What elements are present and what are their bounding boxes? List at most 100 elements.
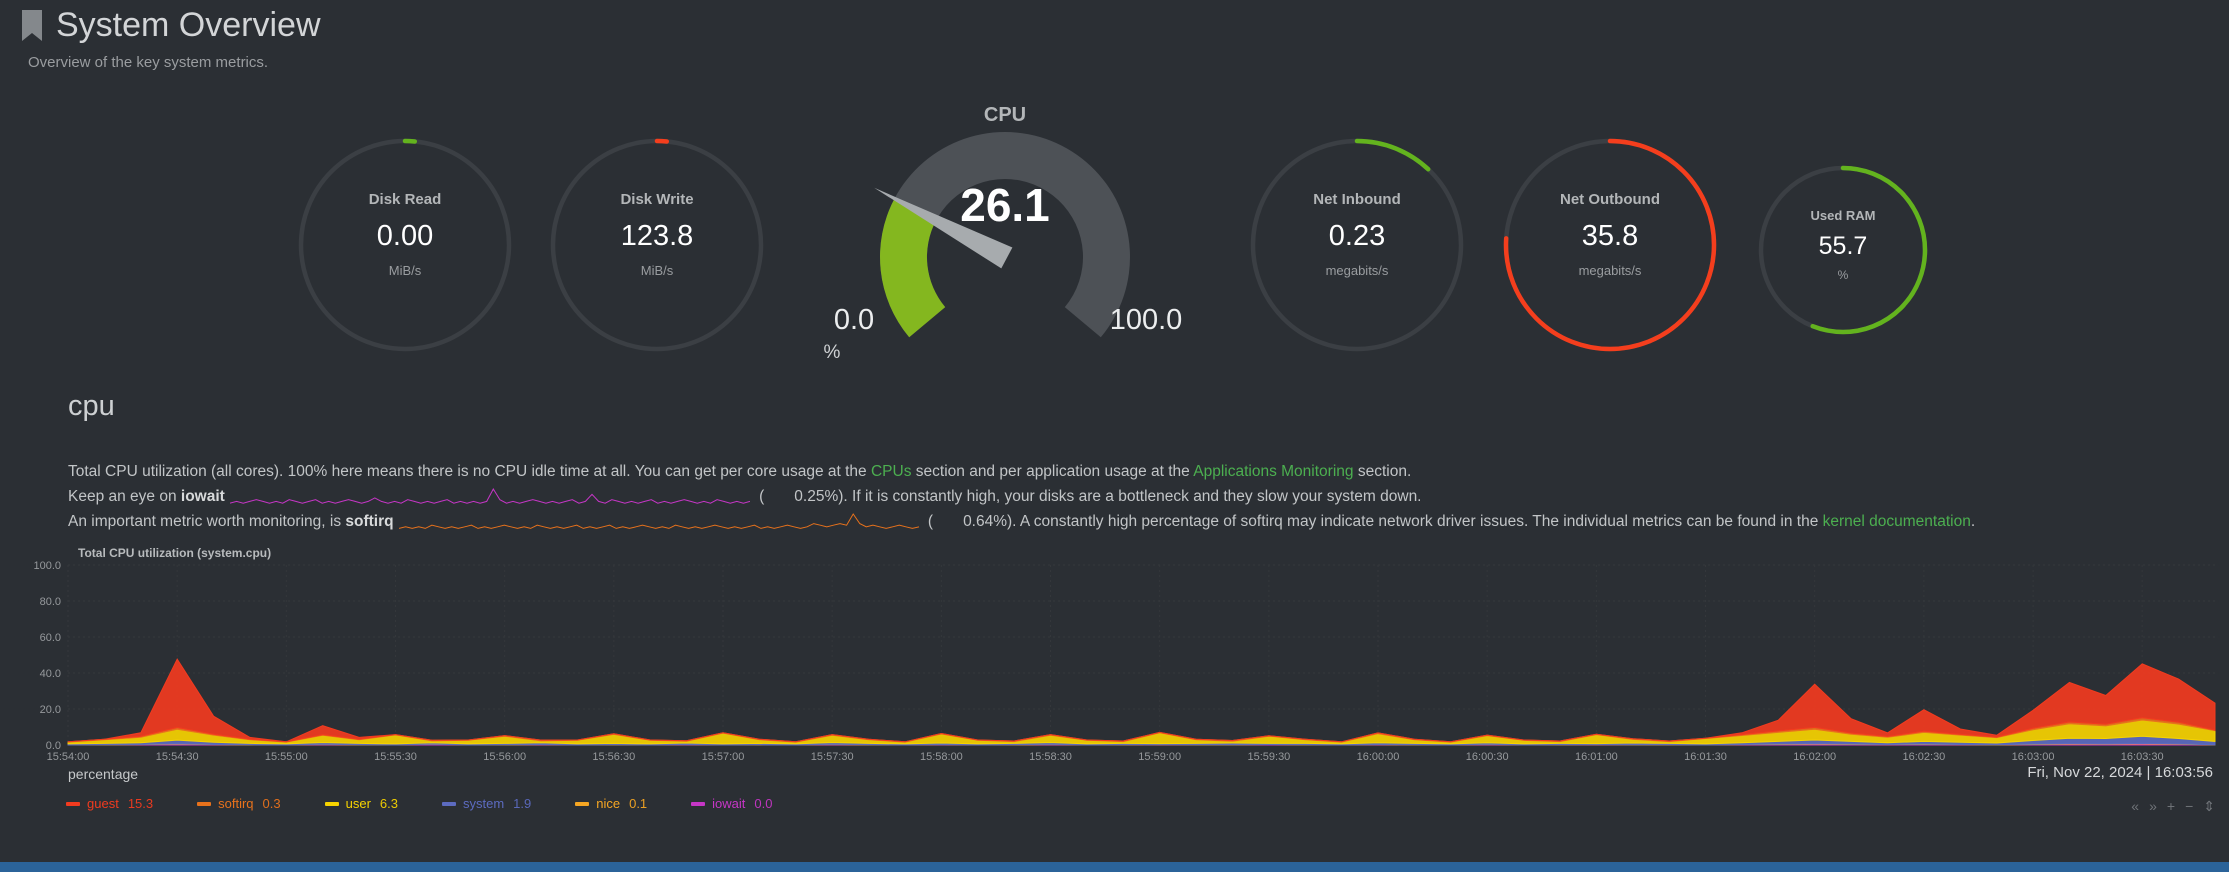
svg-text:15:57:30: 15:57:30 bbox=[811, 751, 854, 763]
pan-right-icon[interactable]: » bbox=[2149, 798, 2157, 814]
legend-value: 6.3 bbox=[379, 796, 398, 811]
legend-item-guest[interactable]: guest 15.3 bbox=[66, 796, 153, 811]
legend-label: softirq bbox=[218, 796, 254, 811]
gauge-disk-read[interactable]: Disk Read 0.00 MiB/s bbox=[297, 137, 513, 353]
legend-value: 1.9 bbox=[513, 796, 532, 811]
used-ram-ring-chart bbox=[1757, 164, 1929, 336]
text: . bbox=[1970, 513, 1976, 530]
svg-text:16:01:30: 16:01:30 bbox=[1684, 751, 1727, 763]
applications-monitoring-link[interactable]: Applications Monitoring bbox=[1193, 463, 1354, 480]
legend-item-softirq[interactable]: softirq 0.3 bbox=[197, 796, 281, 811]
iowait-sparkline-chart[interactable] bbox=[229, 487, 750, 506]
gauge-net-inbound[interactable]: Net Inbound 0.23 megabits/s bbox=[1249, 137, 1465, 353]
text: Keep an eye on bbox=[68, 488, 181, 505]
net-inbound-ring-chart bbox=[1249, 137, 1465, 353]
legend-swatch bbox=[66, 801, 80, 806]
gauge-label: Net Inbound bbox=[1313, 191, 1401, 208]
cpu-section: cpu Total CPU utilization (all cores). 1… bbox=[68, 390, 2199, 534]
text: section and per application usage at the bbox=[911, 463, 1194, 480]
legend-swatch bbox=[691, 801, 706, 806]
gauge-used-ram[interactable]: Used RAM 55.7 % bbox=[1757, 164, 1929, 336]
svg-text:80.0: 80.0 bbox=[40, 596, 61, 608]
pan-left-icon[interactable]: « bbox=[2131, 798, 2140, 814]
text: ). A constantly high percentage of softi… bbox=[1007, 513, 1823, 530]
cpu-chart-section: Total CPU utilization (system.cpu) 100.0… bbox=[0, 538, 2229, 838]
page-header: System Overview Overview of the key syst… bbox=[20, 6, 321, 71]
svg-text:16:02:00: 16:02:00 bbox=[1793, 751, 1836, 763]
chart-title: Total CPU utilization (system.cpu) bbox=[78, 546, 272, 560]
cpu-gauge-title: CPU bbox=[983, 104, 1027, 126]
svg-text:15:55:30: 15:55:30 bbox=[374, 751, 417, 763]
svg-text:15:59:30: 15:59:30 bbox=[1247, 751, 1290, 763]
cpu-gauge-dial-holder bbox=[810, 126, 1200, 366]
cpu-utilization-chart[interactable]: 100.0 80.0 60.0 40.0 20.0 0.015:54:00 15:54:30… bbox=[0, 538, 2229, 778]
gauge-net-outbound[interactable]: Net Outbound 35.8 megabits/s bbox=[1502, 137, 1718, 353]
svg-text:20.0: 20.0 bbox=[40, 704, 61, 716]
gauge-unit: MiB/s bbox=[388, 263, 422, 278]
legend-value: 15.3 bbox=[127, 796, 154, 811]
svg-text:60.0: 60.0 bbox=[40, 632, 61, 644]
legend-label: system bbox=[462, 796, 505, 811]
legend-swatch bbox=[197, 801, 212, 806]
chart-legend: guest 15.3 softirq 0.3 user 6.3 system 1.9 nice 0… bbox=[66, 796, 773, 811]
svg-text:15:55:00: 15:55:00 bbox=[265, 751, 308, 763]
svg-text:16:01:00: 16:01:00 bbox=[1575, 751, 1618, 763]
legend-item-user[interactable]: user 6.3 bbox=[324, 796, 398, 811]
softirq-value: 0.64% bbox=[963, 513, 1008, 530]
cpu-description-line-3: An important metric worth monitoring, is… bbox=[68, 509, 2199, 534]
section-heading-cpu: cpu bbox=[68, 390, 115, 422]
net-outbound-ring-chart bbox=[1502, 137, 1718, 353]
svg-text:100.0: 100.0 bbox=[33, 560, 61, 572]
gauge-label: Net Outbound bbox=[1560, 191, 1660, 208]
kernel-documentation-link[interactable]: kernel documentation bbox=[1822, 513, 1971, 530]
svg-text:15:58:30: 15:58:30 bbox=[1029, 751, 1072, 763]
text: section. bbox=[1353, 463, 1412, 480]
gauge-cpu[interactable]: CPU 26.1 0.0 100.0 % bbox=[810, 104, 1200, 372]
resize-handle-icon[interactable]: ⇕ bbox=[2203, 798, 2215, 814]
cpu-gauge-unit: % bbox=[823, 342, 841, 363]
legend-swatch bbox=[441, 801, 456, 806]
legend-label: user bbox=[345, 796, 371, 811]
iowait-term: iowait bbox=[180, 488, 225, 505]
page-title: System Overview bbox=[56, 6, 321, 44]
text: Total CPU utilization (all cores). 100% … bbox=[68, 463, 871, 480]
softirq-sparkline-chart[interactable] bbox=[398, 512, 919, 531]
text: An important metric worth monitoring, is bbox=[68, 513, 346, 530]
svg-text:15:56:30: 15:56:30 bbox=[592, 751, 635, 763]
legend-item-nice[interactable]: nice 0.1 bbox=[575, 796, 647, 811]
text: ). If it is constantly high, your disks … bbox=[838, 488, 1422, 505]
legend-label: iowait bbox=[712, 796, 746, 811]
svg-text:16:02:30: 16:02:30 bbox=[1902, 751, 1945, 763]
legend-value: 0.3 bbox=[262, 796, 281, 811]
gauge-unit: MiB/s bbox=[640, 263, 674, 278]
zoom-out-icon[interactable]: − bbox=[2185, 798, 2194, 814]
bookmark-icon bbox=[20, 9, 44, 43]
svg-text:16:03:00: 16:03:00 bbox=[2012, 751, 2055, 763]
gauge-label: Used RAM bbox=[1810, 208, 1876, 223]
svg-text:15:59:00: 15:59:00 bbox=[1138, 751, 1181, 763]
legend-item-system[interactable]: system 1.9 bbox=[441, 796, 532, 811]
zoom-in-icon[interactable]: + bbox=[2166, 798, 2176, 814]
svg-text:0.0: 0.0 bbox=[46, 740, 61, 752]
gauge-value: 55.7 bbox=[1818, 232, 1868, 260]
bottom-section-edge bbox=[0, 862, 2229, 872]
gauge-disk-write[interactable]: Disk Write 123.8 MiB/s bbox=[549, 137, 765, 353]
svg-text:15:54:30: 15:54:30 bbox=[156, 751, 199, 763]
svg-text:40.0: 40.0 bbox=[40, 668, 61, 680]
svg-text:16:00:00: 16:00:00 bbox=[1357, 751, 1400, 763]
chart-toolbar: « » + − ⇕ bbox=[2131, 798, 2215, 815]
legend-swatch bbox=[324, 801, 339, 806]
cpu-description-line-1: Total CPU utilization (all cores). 100% … bbox=[68, 459, 2199, 484]
gauge-value: 0.00 bbox=[376, 220, 434, 252]
svg-text:15:58:00: 15:58:00 bbox=[920, 751, 963, 763]
legend-item-iowait[interactable]: iowait 0.0 bbox=[691, 796, 773, 811]
gauge-value: 123.8 bbox=[620, 220, 694, 252]
disk-write-ring-chart bbox=[549, 137, 765, 353]
cpu-description-line-2: Keep an eye on iowait (0.25%). If it is … bbox=[68, 484, 2199, 509]
chart-timestamp: Fri, Nov 22, 2024 | 16:03:56 bbox=[2027, 764, 2213, 781]
cpu-utilization-chart-holder[interactable]: 100.0 80.0 60.0 40.0 20.0 0.0 15:54:00 15:54:30… bbox=[0, 538, 2229, 783]
chart-y-axis-unit: percentage bbox=[68, 766, 139, 782]
cpus-link[interactable]: CPUs bbox=[870, 463, 912, 480]
legend-label: nice bbox=[596, 796, 621, 811]
gauge-label: Disk Write bbox=[620, 191, 694, 208]
